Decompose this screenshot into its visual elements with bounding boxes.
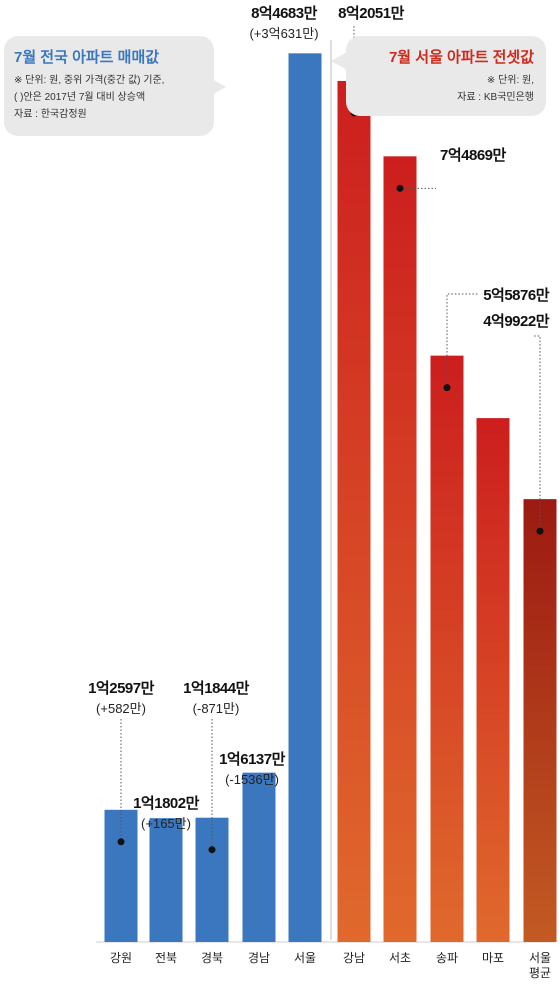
value-marker-dot xyxy=(536,527,544,535)
value-marker-dot xyxy=(443,384,451,392)
national-price-note-source: 자료 : 한국감정원 xyxy=(14,109,87,120)
legend-box-pointer xyxy=(331,52,347,70)
tick-label-강원: 강원 xyxy=(110,951,132,965)
tick-label-서울: 서울 xyxy=(294,951,316,965)
value-label-서초: 7억4869만 xyxy=(440,146,507,164)
bar-송파 xyxy=(430,355,464,942)
seoul-jeonse-title: 7월 서울 아파트 전셋값 xyxy=(388,49,534,66)
tick-label-전북: 전북 xyxy=(155,951,177,965)
value-label-경남: 1억6137만 xyxy=(219,750,286,768)
seoul-jeonse-note-source: 자료 : KB국민은행 xyxy=(457,92,534,103)
national-price-note-change: ( )안은 2017년 7월 대비 상승액 xyxy=(14,92,146,103)
bar-경북 xyxy=(195,817,229,942)
bar-경남 xyxy=(242,772,276,942)
value-label-강원: 1억2597만 xyxy=(88,679,155,697)
leader-line xyxy=(532,335,541,532)
value-marker-dot xyxy=(208,846,216,854)
value-label-경북: 1억1844만 xyxy=(183,679,250,697)
bar-서초 xyxy=(383,156,417,942)
change-label-서울: (+3억631만) xyxy=(249,26,318,41)
tick-label-강남: 강남 xyxy=(343,951,365,965)
change-label-강원: (+582만) xyxy=(96,701,146,716)
legend-box-pointer xyxy=(210,78,226,96)
bar-강원 xyxy=(104,809,138,942)
national-price-title: 7월 전국 아파트 매매값 xyxy=(14,49,160,66)
bar-전북 xyxy=(149,818,183,942)
tick-label-송파: 송파 xyxy=(436,951,458,965)
value-marker-dot xyxy=(117,838,125,846)
legend-box-national-price: 7월 전국 아파트 매매값 ※ 단위: 원, 중위 가격(중간 값) 기준, (… xyxy=(4,36,214,136)
change-label-경남: (-1536만) xyxy=(225,772,279,787)
value-label-마포: 4억9922만 xyxy=(483,312,550,330)
bar-서울 xyxy=(288,53,322,942)
change-label-전북: (+165만) xyxy=(141,816,191,831)
tick-label-서초: 서초 xyxy=(389,951,411,965)
change-label-경북: (-871만) xyxy=(193,701,240,716)
value-label-전북: 1억1802만 xyxy=(133,794,200,812)
value-label-송파: 5억5876만 xyxy=(483,286,550,304)
tick-label-서울평균: 서울 평균 xyxy=(529,951,551,980)
bar-강남 xyxy=(337,80,371,943)
national-price-note: ※ 단위: 원, 중위 가격(중간 값) 기준, ( )안은 2017년 7월 … xyxy=(14,72,164,123)
seoul-jeonse-note-unit: ※ 단위: 원, xyxy=(486,75,534,86)
value-marker-dot xyxy=(396,184,404,192)
bar-서울평균 xyxy=(523,499,557,942)
bar-마포 xyxy=(476,418,510,942)
legend-box-seoul-jeonse: 7월 서울 아파트 전셋값 ※ 단위: 원, 자료 : KB국민은행 xyxy=(346,36,546,116)
national-price-note-unit: ※ 단위: 원, 중위 가격(중간 값) 기준, xyxy=(14,75,165,86)
tick-label-경북: 경북 xyxy=(201,951,223,965)
value-label-강남: 8억2051만 xyxy=(338,4,405,22)
seoul-jeonse-note: ※ 단위: 원, 자료 : KB국민은행 xyxy=(457,72,534,106)
tick-label-경남: 경남 xyxy=(248,951,270,965)
value-label-서울: 8억4683만 xyxy=(251,4,318,22)
tick-label-마포: 마포 xyxy=(482,951,504,965)
